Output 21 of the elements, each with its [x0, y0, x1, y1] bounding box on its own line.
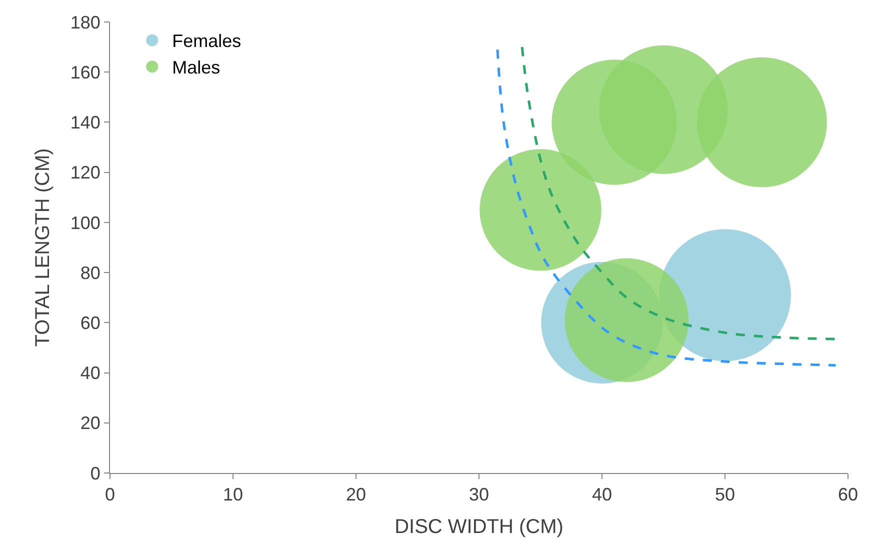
x-tick-label: 60	[838, 484, 858, 505]
legend-label: Females	[172, 31, 242, 52]
y-tick-label: 120	[70, 162, 100, 183]
x-tick-label: 50	[714, 484, 736, 505]
y-tick-label: 100	[70, 212, 100, 233]
y-tick-label: 80	[80, 262, 100, 283]
legend-label: Males	[172, 58, 220, 78]
x-tick-label: 20	[346, 484, 366, 505]
y-axis-title: TOTAL LENGTH (CM)	[32, 148, 54, 347]
y-tick-label: 60	[80, 312, 100, 333]
x-axis-title: DISC WIDTH (CM)	[394, 516, 564, 538]
y-tick-label: 160	[70, 62, 100, 82]
x-tick-label: 30	[468, 484, 490, 505]
y-tick-label: 20	[80, 413, 100, 434]
y-tick-label: 180	[70, 12, 100, 32]
y-tick-label: 40	[80, 363, 100, 384]
x-tick-label: 40	[592, 484, 612, 505]
y-tick-label: 140	[70, 112, 100, 133]
x-tick-label: 0	[104, 484, 116, 505]
y-tick-label: 0	[90, 463, 100, 484]
x-tick-label: 10	[222, 484, 244, 505]
